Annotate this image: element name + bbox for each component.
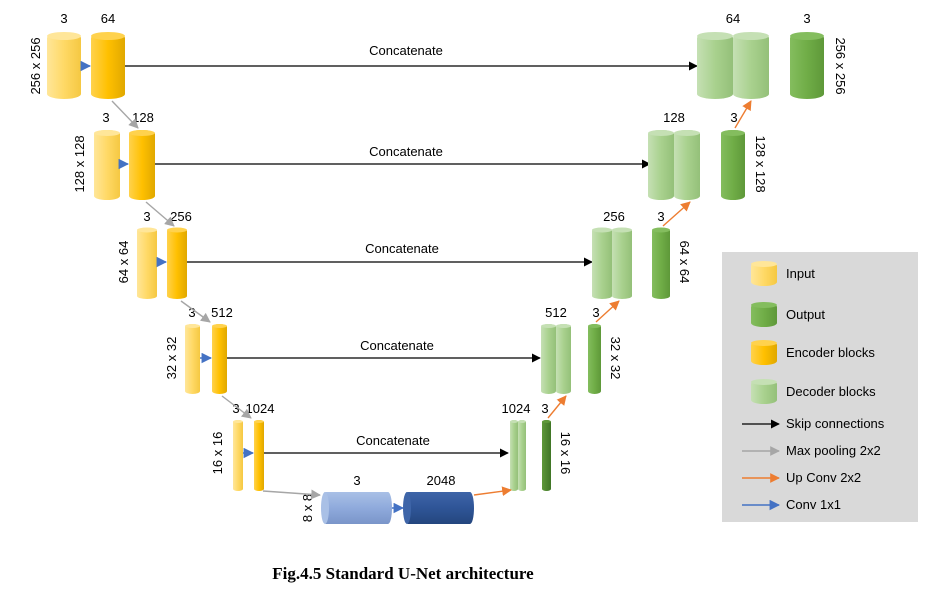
output-block-3 (652, 227, 670, 299)
resolution-left-4: 32 x 32 (164, 337, 179, 380)
resolution-right-3: 64 x 64 (677, 241, 692, 284)
upconv-arrow-2 (734, 100, 752, 129)
maxpool-arrow-5 (262, 489, 321, 500)
input-channels-4: 3 (188, 305, 195, 320)
legend-skip-label: Skip connections (786, 416, 885, 431)
resolution-left-1: 256 x 256 (28, 37, 43, 94)
maxpool-arrow-2 (145, 201, 175, 227)
legend-encoder-label: Encoder blocks (786, 345, 875, 360)
legend-decoder-swatch (751, 379, 777, 404)
encoder-block-2 (129, 130, 155, 200)
resolution-right-2: 128 x 128 (753, 135, 768, 192)
decoder-channels-5: 1024 (502, 401, 531, 416)
output-channels-4: 3 (592, 305, 599, 320)
encoder-block-3 (167, 227, 187, 299)
legend-input-label: Input (786, 266, 815, 281)
encoder-channels-5: 1024 (246, 401, 275, 416)
decoder-channels-3: 256 (603, 209, 625, 224)
resolution-right-1: 256 x 256 (833, 37, 848, 94)
encoder-channels-2: 128 (132, 110, 154, 125)
input-block-3 (137, 227, 157, 299)
level-4: 3 512 32 x 32 Concatenate 512 3 32 x 32 (164, 305, 623, 394)
skip-label-3: Concatenate (365, 241, 439, 256)
input-block-5 (233, 420, 243, 491)
resolution-left-5: 16 x 16 (210, 432, 225, 475)
input-channels-2: 3 (102, 110, 109, 125)
output-channels-3: 3 (657, 209, 664, 224)
level-2: 3 128 128 x 128 Concatenate 128 3 128 x … (72, 110, 768, 200)
decoder-block-3 (592, 227, 632, 299)
output-block-5 (542, 420, 551, 491)
legend-maxpool-label: Max pooling 2x2 (786, 443, 881, 458)
input-block-2 (94, 130, 120, 200)
input-channels-1: 3 (60, 11, 67, 26)
encoder-channels-1: 64 (101, 11, 115, 26)
encoder-block-1 (91, 32, 125, 99)
decoder-channels-2: 128 (663, 110, 685, 125)
encoder-channels-3: 256 (170, 209, 192, 224)
decoder-block-5 (510, 420, 526, 491)
input-block-4 (185, 324, 200, 394)
upconv-arrow-bottleneck (473, 486, 512, 497)
bottleneck-resolution: 8 x 8 (300, 494, 315, 522)
figure-caption: Fig.4.5 Standard U-Net architecture (272, 564, 534, 583)
output-channels-5: 3 (541, 401, 548, 416)
legend-output-label: Output (786, 307, 825, 322)
bottleneck-input-block (321, 492, 392, 524)
resolution-right-5: 16 x 16 (558, 432, 573, 475)
input-block-1 (47, 32, 81, 99)
decoder-block-1 (697, 32, 769, 99)
level-1: 3 64 256 x 256 Concatenate 64 3 256 x 25… (28, 11, 848, 99)
bottleneck: 3 2048 8 x 8 (300, 473, 474, 524)
output-channels-2: 3 (730, 110, 737, 125)
output-block-2 (721, 130, 745, 200)
skip-label-2: Concatenate (369, 144, 443, 159)
skip-label-1: Concatenate (369, 43, 443, 58)
decoder-block-4 (541, 324, 571, 394)
upconv-arrow-3 (662, 201, 691, 227)
skip-label-5: Concatenate (356, 433, 430, 448)
maxpool-arrow-4 (221, 395, 252, 419)
upconv-arrow-4 (595, 300, 620, 323)
legend-upconv-label: Up Conv 2x2 (786, 470, 861, 485)
legend: Input Output Encoder blocks Decoder bloc… (722, 252, 918, 522)
legend-conv-label: Conv 1x1 (786, 497, 841, 512)
decoder-block-2 (648, 130, 700, 200)
output-channels-1: 3 (803, 11, 810, 26)
upconv-arrow-5 (547, 395, 567, 419)
legend-encoder-swatch (751, 340, 777, 365)
legend-input-swatch (751, 261, 777, 286)
bottleneck-input-channels: 3 (353, 473, 360, 488)
legend-decoder-label: Decoder blocks (786, 384, 876, 399)
encoder-channels-4: 512 (211, 305, 233, 320)
level-3: 3 256 64 x 64 Concatenate 256 3 64 x 64 (116, 209, 692, 299)
maxpool-arrows (111, 100, 321, 500)
upconv-arrows (473, 100, 752, 497)
legend-output-swatch (751, 302, 777, 327)
output-block-4 (588, 324, 601, 394)
maxpool-arrow-3 (180, 300, 211, 323)
decoder-channels-4: 512 (545, 305, 567, 320)
resolution-left-3: 64 x 64 (116, 241, 131, 284)
decoder-channels-1: 64 (726, 11, 740, 26)
resolution-left-2: 128 x 128 (72, 135, 87, 192)
input-channels-5: 3 (232, 401, 239, 416)
skip-label-4: Concatenate (360, 338, 434, 353)
maxpool-arrow-1 (111, 100, 139, 129)
bottleneck-output-block (403, 492, 474, 524)
encoder-block-5 (254, 420, 264, 491)
resolution-right-4: 32 x 32 (608, 337, 623, 380)
bottleneck-output-channels: 2048 (427, 473, 456, 488)
level-5: 3 1024 16 x 16 Concatenate 1024 3 16 x 1… (210, 401, 573, 491)
output-block-1 (790, 32, 824, 99)
encoder-block-4 (212, 324, 227, 394)
input-channels-3: 3 (143, 209, 150, 224)
